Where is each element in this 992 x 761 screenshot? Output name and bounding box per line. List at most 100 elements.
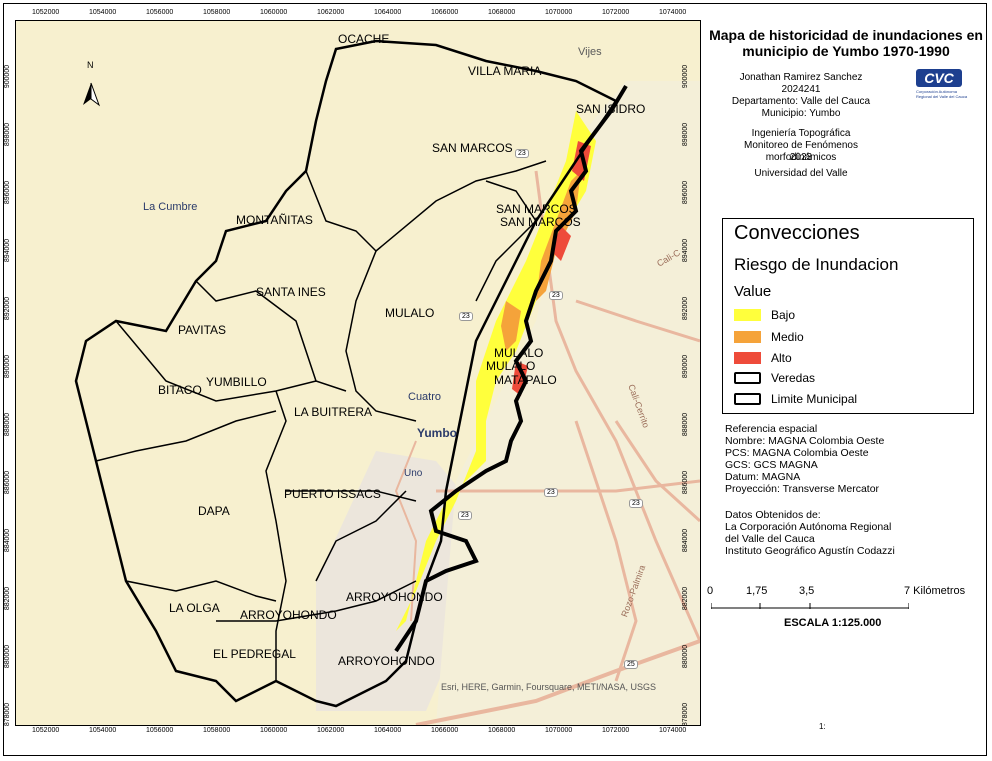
x-tick-top: 1060000 (260, 9, 288, 16)
x-tick-bottom: 1054000 (89, 727, 117, 734)
x-tick-top: 1068000 (488, 9, 516, 16)
x-tick-bottom: 1070000 (545, 727, 573, 734)
reference-line: Datum: MAGNA (725, 471, 801, 483)
legend-swatch-outline (734, 393, 761, 405)
cvc-logo-subtext: Corporación Autónoma Regional del Valle … (916, 89, 968, 99)
y-tick-left: 894000 (4, 238, 12, 263)
source-line: La Corporación Autónoma Regional (725, 521, 892, 533)
legend-item-label: Bajo (771, 308, 796, 322)
x-tick-top: 1058000 (203, 9, 231, 16)
vereda-boundary (95, 410, 277, 462)
vereda-boundary (475, 180, 537, 302)
scale-label: 0 (707, 585, 714, 597)
y-tick-right: 892000 (682, 296, 690, 321)
y-tick-right: 880000 (682, 644, 690, 669)
vereda-boundary (125, 580, 277, 602)
y-tick-left: 890000 (4, 354, 12, 379)
legend-item-label: Veredas (771, 371, 816, 385)
y-tick-right: 896000 (682, 180, 690, 205)
y-tick-left: 900000 (4, 64, 12, 89)
place-label: Uno (404, 468, 423, 479)
place-label: Yumbo (417, 426, 458, 440)
cvc-logo-text: CVC (916, 69, 962, 87)
road-shield: 23 (629, 499, 643, 508)
legend-item-veredas: Veredas (734, 370, 815, 386)
page-marker: 1: (819, 722, 826, 731)
place-label: La Cumbre (143, 201, 198, 213)
flood-zone-medio (501, 301, 521, 351)
flood-zone-alto (551, 226, 571, 261)
y-tick-right: 890000 (682, 354, 690, 379)
place-label: MATAPALO (494, 373, 557, 387)
x-tick-bottom: 1058000 (203, 727, 231, 734)
program: Ingeniería Topográfica (751, 128, 851, 139)
place-label: MULALO (385, 306, 435, 320)
road-shield: 23 (544, 488, 558, 497)
vereda-boundary (265, 390, 287, 681)
y-tick-right: 888000 (682, 412, 690, 437)
vereda-boundary (375, 160, 547, 252)
municipality: Municipio: Yumbo (761, 108, 841, 119)
municipal-boundary (74, 39, 618, 708)
legend: Convecciones Riesgo de Inundacion Value … (722, 218, 974, 414)
place-label: LA OLGA (169, 601, 220, 615)
road (394, 440, 418, 622)
road (575, 299, 700, 343)
y-tick-right: 886000 (682, 470, 690, 495)
road-shield: 25 (624, 660, 638, 669)
x-tick-top: 1072000 (602, 9, 630, 16)
x-tick-bottom: 1064000 (374, 727, 402, 734)
scale-bar (711, 603, 909, 609)
legend-swatch (734, 352, 761, 364)
x-tick-bottom: 1074000 (659, 727, 687, 734)
reference-line: Proyección: Transverse Mercator (725, 483, 880, 495)
place-label: MULALO (486, 359, 536, 373)
legend-swatch (734, 309, 761, 321)
y-tick-right: 882000 (682, 586, 690, 611)
x-tick-bottom: 1056000 (146, 727, 174, 734)
source-line: Instituto Geográfico Agustín Codazzi (725, 545, 895, 557)
y-tick-right: 894000 (682, 238, 690, 263)
x-tick-top: 1056000 (146, 9, 174, 16)
x-tick-top: 1070000 (545, 9, 573, 16)
north-label: N (87, 60, 94, 70)
y-tick-left: 884000 (4, 528, 12, 553)
legend-subheading: Riesgo de Inundacion (734, 255, 899, 274)
road-shield: 23 (549, 291, 563, 300)
legend-heading: Convecciones (734, 222, 860, 244)
course: Monitoreo de Fenómenos morfodinámicos (744, 140, 858, 163)
vereda-boundary (286, 490, 417, 502)
source-line: del Valle del Cauca (725, 533, 815, 545)
flood-zone-alto (512, 361, 528, 396)
north-arrow-icon (83, 82, 101, 107)
place-label: MULALO (494, 346, 544, 360)
place-label: ARROYOHONDO (240, 608, 337, 622)
reference-line: PCS: MAGNA Colombia Oeste (725, 447, 869, 459)
place-label: VILLA MARIA (468, 64, 542, 78)
y-tick-left: 882000 (4, 586, 12, 611)
valley-shade (436, 81, 700, 725)
road (614, 420, 700, 523)
legend-item-limite: Limite Municipal (734, 391, 857, 407)
x-tick-bottom: 1066000 (431, 727, 459, 734)
place-label: ARROYOHONDO (338, 654, 435, 668)
x-tick-top: 1064000 (374, 9, 402, 16)
y-tick-left: 888000 (4, 412, 12, 437)
university: Universidad del Valle (754, 168, 848, 179)
map-sheet: N OCACHE VILLA MARIA Vijes SAN ISIDRO SA… (3, 3, 987, 756)
place-label: SAN MARCOS (432, 141, 513, 155)
legend-item-medio: Medio (734, 329, 804, 345)
place-label: MONTAÑITAS (236, 213, 313, 227)
river-cauca (394, 84, 628, 653)
map-canvas (16, 21, 700, 725)
reference-line: Nombre: MAGNA Colombia Oeste (725, 435, 885, 447)
scale-label: 3,5 (799, 585, 815, 597)
legend-swatch-outline (734, 372, 761, 384)
road (436, 479, 700, 493)
place-label: SAN MARCOS (496, 202, 577, 216)
y-tick-left: 886000 (4, 470, 12, 495)
x-tick-top: 1062000 (317, 9, 345, 16)
x-tick-top: 1074000 (659, 9, 687, 16)
legend-value-label: Value (734, 283, 772, 300)
place-label: PAVITAS (178, 323, 227, 337)
